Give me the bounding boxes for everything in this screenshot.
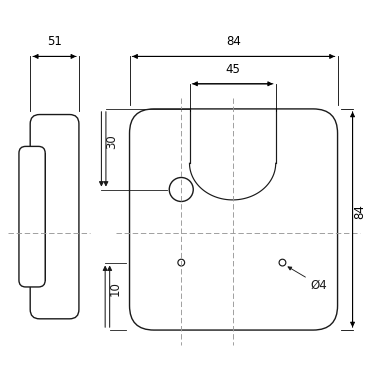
- Text: 84: 84: [226, 35, 241, 48]
- FancyBboxPatch shape: [19, 146, 45, 287]
- Text: 51: 51: [47, 35, 62, 48]
- Text: Ø4: Ø4: [288, 267, 327, 291]
- Text: 30: 30: [105, 135, 118, 149]
- Text: 45: 45: [225, 63, 240, 75]
- Text: 10: 10: [109, 282, 122, 296]
- Text: 84: 84: [353, 205, 366, 219]
